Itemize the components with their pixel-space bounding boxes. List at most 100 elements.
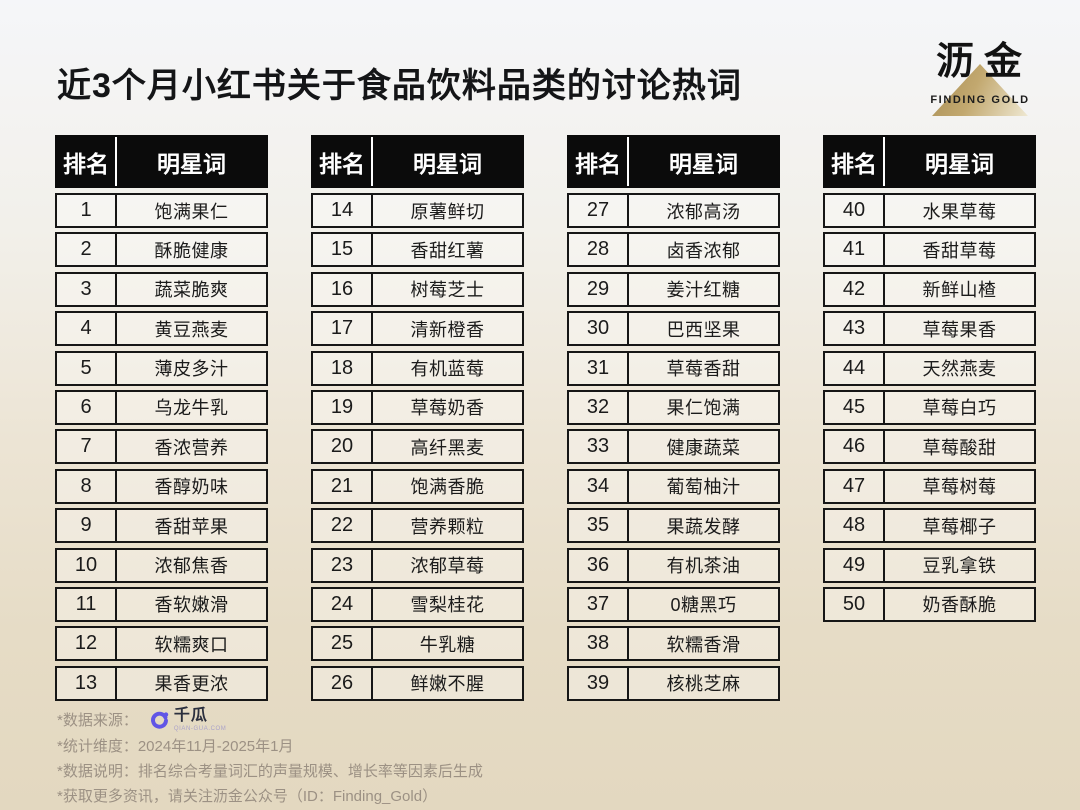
rank-cell: 29 [569,273,629,305]
word-cell: 果仁饱满 [666,398,741,419]
rank-cell: 36 [569,549,629,581]
qiangua-logo: 千瓜 QIAN-GUA.COM [150,708,227,732]
more-info-line: *获取更多资讯，请关注沥金公众号（ID：Finding_Gold） [57,788,438,805]
rank-cell: 24 [313,588,373,620]
word-cell: 有机蓝莓 [410,359,485,380]
table-row: 45 草莓白巧 [823,389,1036,425]
word-cell: 饱满香脆 [410,477,485,498]
table-row: 12 软糯爽口 [55,626,268,662]
word-cell: 有机茶油 [666,556,741,577]
rank-cell: 13 [57,667,117,699]
word-cell: 鲜嫩不腥 [410,674,485,695]
table-row: 43 草莓果香 [823,311,1036,347]
table-header: 排名 明星词 [823,135,1036,188]
rank-cell: 18 [313,352,373,384]
word-cell: 浓郁高汤 [666,201,741,222]
word-cell: 蔬菜脆爽 [154,280,229,301]
word-cell: 浓郁草莓 [410,556,485,577]
table-row: 41 香甜草莓 [823,232,1036,268]
word-cell: 新鲜山楂 [922,280,997,301]
word-cell: 香甜草莓 [922,240,997,261]
rank-cell: 28 [569,234,629,266]
qiangua-domain: QIAN-GUA.COM [173,726,227,732]
table-row: 36 有机茶油 [567,547,780,583]
rank-cell: 50 [825,588,885,620]
table-row: 10 浓郁焦香 [55,547,268,583]
table-row: 34 葡萄柚汁 [567,468,780,504]
table-row: 7 香浓营养 [55,429,268,465]
table-row: 37 0糖黑巧 [567,586,780,622]
word-cell: 黄豆燕麦 [154,319,229,340]
table-row: 5 薄皮多汁 [55,350,268,386]
table-row: 33 健康蔬菜 [567,429,780,465]
word-cell: 奶香酥脆 [922,595,997,616]
rank-cell: 37 [569,588,629,620]
table-row: 18 有机蓝莓 [311,350,524,386]
table-row: 32 果仁饱满 [567,389,780,425]
rank-cell: 23 [313,549,373,581]
word-cell: 香甜红薯 [410,240,485,261]
rank-cell: 31 [569,352,629,384]
word-cell: 高纤黑麦 [410,437,485,458]
word-cell: 草莓香甜 [666,359,741,380]
table-row: 21 饱满香脆 [311,468,524,504]
table-row: 24 雪梨桂花 [311,586,524,622]
qiangua-name: 千瓜 [173,707,208,724]
rank-cell: 35 [569,510,629,542]
table-body: 27 浓郁高汤 28 卤香浓郁 29 姜汁红糖 30 巴西坚果 31 草莓香甜 32 果仁饱满 33 健康… [567,193,780,701]
word-cell: 水果草莓 [922,201,997,222]
word-cell: 营养颗粒 [410,516,485,537]
brand-name-en: FINDING GOLD [930,94,1030,106]
table-row: 47 草莓树莓 [823,468,1036,504]
rank-column-header: 排名 [825,137,885,186]
word-cell: 牛乳糖 [419,634,476,655]
word-cell: 草莓酸甜 [922,437,997,458]
word-cell: 香醇奶味 [154,477,229,498]
table-row: 29 姜汁红糖 [567,271,780,307]
word-cell: 草莓奶香 [410,398,485,419]
rank-column-header: 排名 [313,137,373,186]
word-cell: 原薯鲜切 [410,201,485,222]
table-row: 35 果蔬发酵 [567,508,780,544]
word-cell: 乌龙牛乳 [154,398,229,419]
table-row: 46 草莓酸甜 [823,429,1036,465]
data-source-label: *数据来源： [57,711,138,729]
rank-cell: 39 [569,667,629,699]
word-cell: 香软嫩滑 [154,595,229,616]
rank-cell: 4 [57,313,117,345]
rank-cell: 44 [825,352,885,384]
rank-cell: 42 [825,273,885,305]
rank-cell: 41 [825,234,885,266]
word-cell: 草莓椰子 [922,516,997,537]
word-cell: 草莓白巧 [922,398,997,419]
word-cell: 草莓树莓 [922,477,997,498]
table-row: 6 乌龙牛乳 [55,389,268,425]
word-cell: 0糖黑巧 [670,595,737,616]
rank-table-4: 排名 明星词 40 水果草莓 41 香甜草莓 42 新鲜山楂 43 草莓果香 44 天然燕麦 45 草… [823,135,1036,626]
rank-table-2: 排名 明星词 14 原薯鲜切 15 香甜红薯 16 树莓芝士 17 清新橙香 18 有机蓝莓 19 草… [311,135,524,705]
stat-period-line: *统计维度：2024年11月-2025年1月 [57,738,294,755]
rank-cell: 15 [313,234,373,266]
table-row: 39 核桃芝麻 [567,665,780,701]
table-row: 25 牛乳糖 [311,626,524,662]
table-row: 3 蔬菜脆爽 [55,271,268,307]
rank-table-1: 排名 明星词 1 饱满果仁 2 酥脆健康 3 蔬菜脆爽 4 黄豆燕麦 5 薄皮多汁 6 乌龙牛乳 7 香浓… [55,135,268,705]
rank-column-header: 排名 [569,137,629,186]
rank-cell: 21 [313,470,373,502]
table-body: 14 原薯鲜切 15 香甜红薯 16 树莓芝士 17 清新橙香 18 有机蓝莓 19 草莓奶香 20 高纤… [311,193,524,701]
word-cell: 酥脆健康 [154,240,229,261]
word-cell: 软糯爽口 [154,634,229,655]
table-row: 48 草莓椰子 [823,508,1036,544]
footer-notes: *数据来源： 千瓜 QIAN-GUA.COM *统计维度：2024年11月-20… [57,706,483,809]
word-cell: 核桃芝麻 [666,674,741,695]
rank-cell: 32 [569,391,629,423]
header: 近3个月小红书关于食品饮料品类的讨论热词 沥金 FINDING GOLD [57,40,1034,126]
table-row: 22 营养颗粒 [311,508,524,544]
table-row: 4 黄豆燕麦 [55,311,268,347]
rank-cell: 38 [569,628,629,660]
rank-cell: 48 [825,510,885,542]
table-row: 28 卤香浓郁 [567,232,780,268]
word-cell: 姜汁红糖 [666,280,741,301]
data-source-line: *数据来源： 千瓜 QIAN-GUA.COM [57,706,483,734]
